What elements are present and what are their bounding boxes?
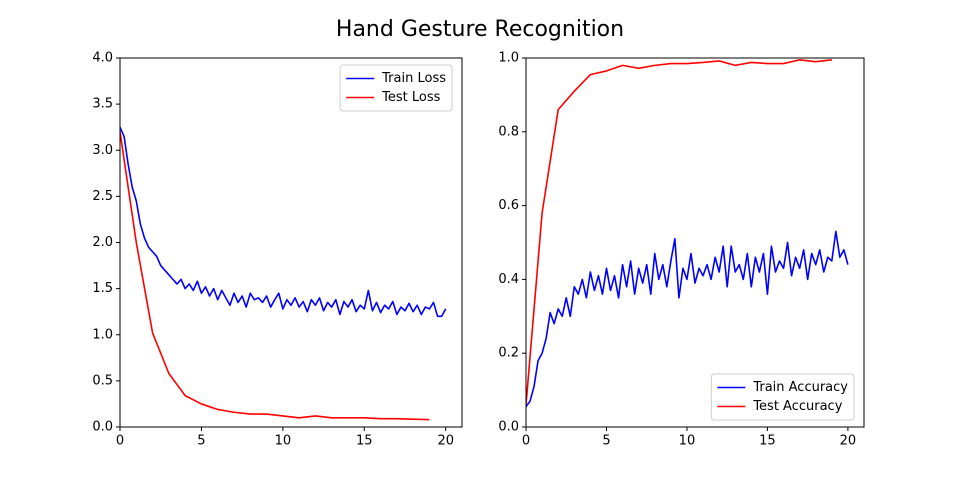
x-tick-label: 15 xyxy=(356,434,373,449)
y-tick-label: 0.0 xyxy=(92,420,113,435)
y-tick-label: 3.5 xyxy=(92,97,113,112)
y-tick-label: 2.5 xyxy=(92,189,113,204)
y-tick-label: 0.8 xyxy=(498,124,519,139)
x-tick-label: 10 xyxy=(679,434,696,449)
y-tick-label: 0.5 xyxy=(92,373,113,388)
x-tick-label: 20 xyxy=(840,434,857,449)
legend: Train Loss Test Loss xyxy=(339,64,453,112)
y-tick-label: 0.2 xyxy=(498,346,519,361)
y-tick-label: 1.0 xyxy=(498,51,519,66)
legend-label: Train Loss xyxy=(381,71,446,86)
legend-box xyxy=(710,373,855,421)
x-tick-label: 5 xyxy=(197,434,205,449)
x-tick-label: 10 xyxy=(275,434,292,449)
y-tick-label: 2.0 xyxy=(92,235,113,250)
y-tick-label: 1.5 xyxy=(92,281,113,296)
data-line xyxy=(120,131,430,421)
data-line xyxy=(526,59,832,405)
axes-frame xyxy=(119,57,463,428)
axes-frame xyxy=(525,57,865,428)
y-tick-label: 4.0 xyxy=(92,51,113,66)
legend-label: Test Loss xyxy=(381,90,440,105)
x-tick-label: 5 xyxy=(602,434,610,449)
y-tick-label: 1.0 xyxy=(92,327,113,342)
legend-box xyxy=(339,64,453,112)
data-line xyxy=(120,126,447,318)
y-tick-label: 0.4 xyxy=(498,272,519,287)
y-tick-label: 3.0 xyxy=(92,143,113,158)
data-line xyxy=(526,230,849,408)
x-tick-label: 0 xyxy=(116,434,124,449)
x-tick-label: 0 xyxy=(522,434,530,449)
x-tick-label: 20 xyxy=(437,434,454,449)
y-tick-label: 0.6 xyxy=(498,198,519,213)
legend: Train Accuracy Test Accuracy xyxy=(710,373,855,421)
y-tick-label: 0.0 xyxy=(498,420,519,435)
legend-label: Train Accuracy xyxy=(752,380,848,395)
legend-label: Test Accuracy xyxy=(752,399,842,414)
x-tick-label: 15 xyxy=(759,434,776,449)
figure-title: Hand Gesture Recognition xyxy=(336,17,624,42)
